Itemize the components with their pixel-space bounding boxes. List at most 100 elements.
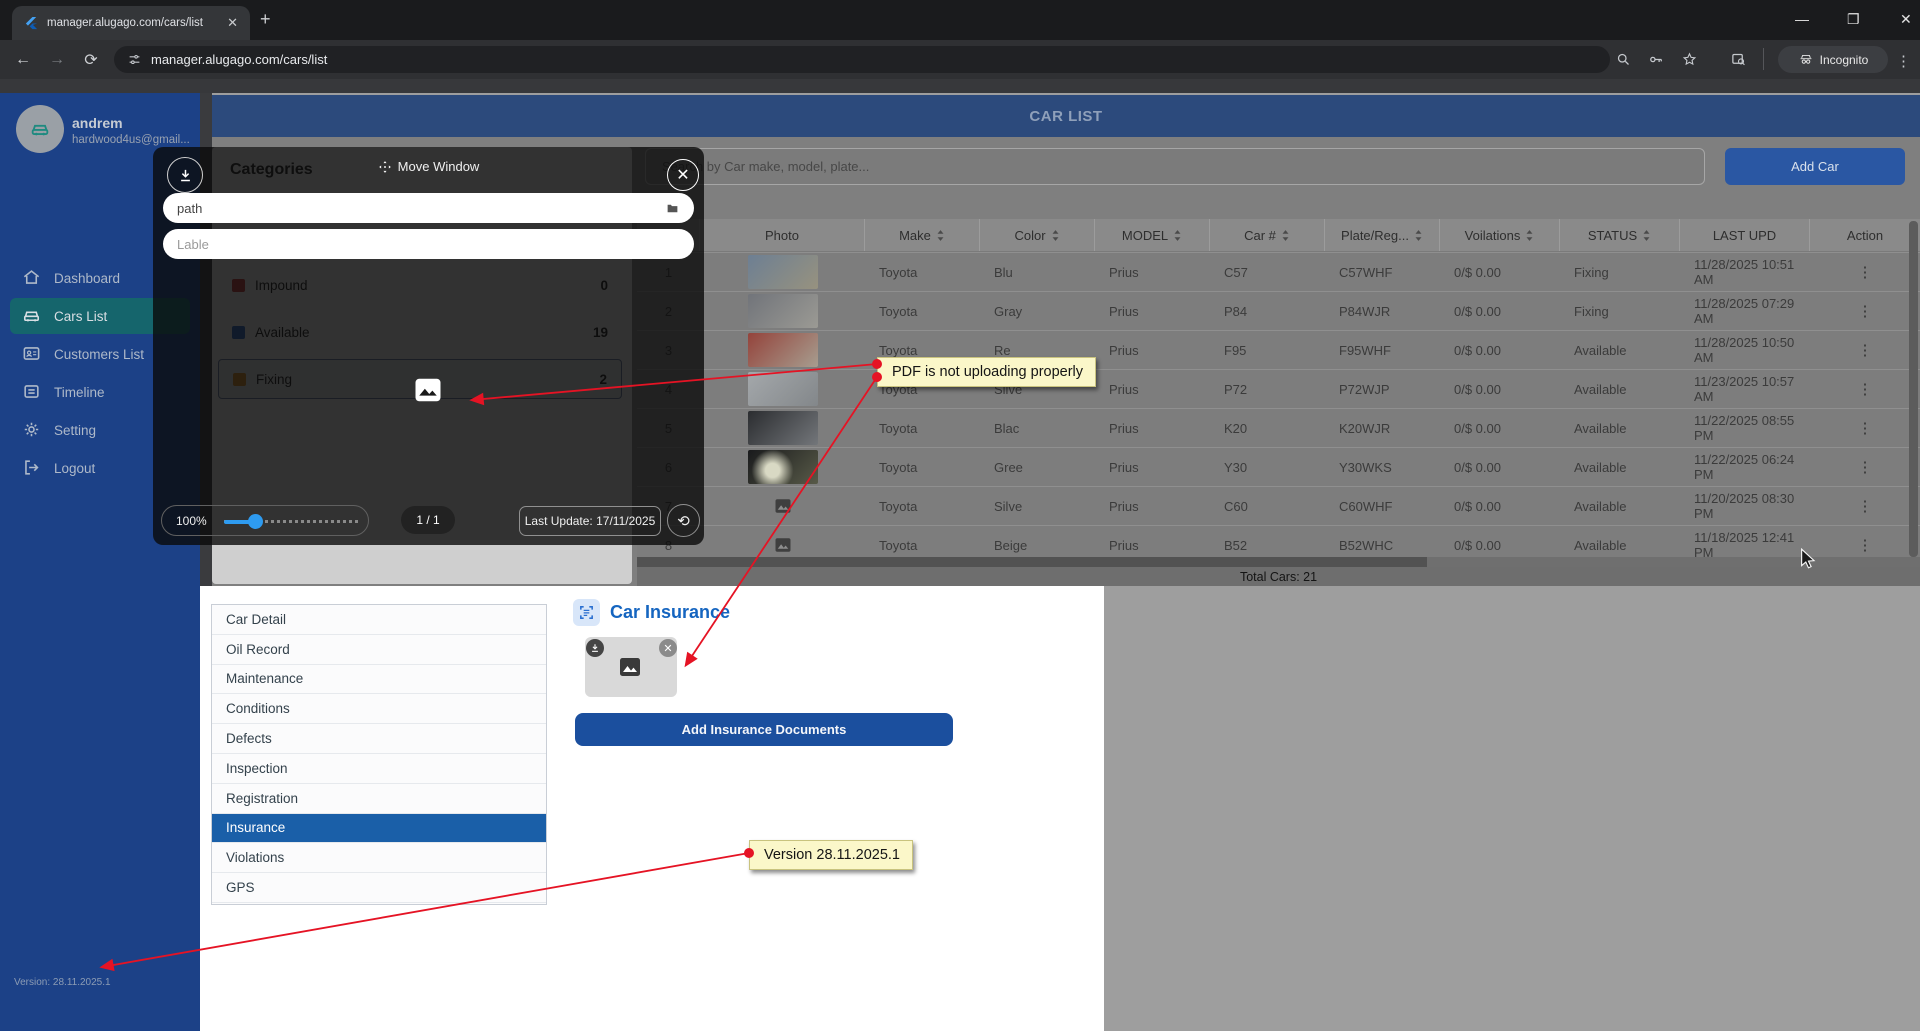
plate-cell: C57WHF: [1339, 264, 1393, 280]
car-photo: [700, 294, 865, 328]
path-input[interactable]: path: [163, 193, 694, 223]
row-menu-icon[interactable]: ⋮: [1857, 303, 1873, 320]
car-number-cell: K20: [1224, 420, 1248, 436]
sort-icon[interactable]: [1281, 229, 1290, 242]
path-value: path: [177, 200, 203, 216]
move-window-modal: Move Window ✕ path Lable 100% 1 / 1 Last…: [153, 147, 704, 545]
column-header-model[interactable]: MODEL: [1095, 219, 1210, 251]
sort-icon[interactable]: [1642, 229, 1651, 242]
label-input[interactable]: Lable: [163, 229, 694, 259]
row-menu-icon[interactable]: ⋮: [1857, 381, 1873, 398]
column-header-car-[interactable]: Car #: [1210, 219, 1325, 251]
sort-icon[interactable]: [1525, 229, 1534, 242]
table-row[interactable]: 6ToyotaGreePriusY30Y30WKS0/$ 0.00Availab…: [637, 447, 1920, 486]
modal-close-button[interactable]: ✕: [667, 159, 699, 191]
column-header-plate-reg-[interactable]: Plate/Reg...: [1325, 219, 1440, 251]
thumbnail-download-icon[interactable]: [586, 639, 604, 657]
detail-tab-violations[interactable]: Violations: [212, 843, 546, 874]
action-cell[interactable]: ⋮: [1810, 380, 1920, 398]
add-car-button[interactable]: Add Car: [1725, 148, 1905, 185]
no-photo-icon: [774, 536, 792, 554]
folder-icon[interactable]: [665, 202, 680, 215]
column-header-voilations[interactable]: Voilations: [1440, 219, 1560, 251]
plate-cell: P84WJR: [1339, 303, 1391, 319]
zoom-slider-thumb[interactable]: [248, 514, 263, 529]
sort-icon[interactable]: [936, 229, 945, 242]
sidebar-item-timeline[interactable]: Timeline: [10, 374, 190, 410]
window-minimize-button[interactable]: —: [1795, 11, 1809, 27]
action-cell[interactable]: ⋮: [1810, 302, 1920, 320]
sort-icon[interactable]: [1051, 229, 1060, 242]
action-cell[interactable]: ⋮: [1810, 263, 1920, 281]
last-update-button[interactable]: Last Update: 17/11/2025: [519, 506, 661, 536]
violations-cell: 0/$ 0.00: [1454, 303, 1501, 319]
sidebar-item-customers-list[interactable]: Customers List: [10, 336, 190, 372]
window-restore-button[interactable]: ❐: [1847, 11, 1860, 27]
sort-icon[interactable]: [1173, 229, 1182, 242]
action-cell[interactable]: ⋮: [1810, 419, 1920, 437]
detail-tab-car-detail[interactable]: Car Detail: [212, 605, 546, 635]
sidebar-item-dashboard[interactable]: Dashboard: [10, 260, 190, 296]
search-tabs-icon[interactable]: [1616, 52, 1631, 67]
row-menu-icon[interactable]: ⋮: [1857, 342, 1873, 359]
table-row[interactable]: 7ToyotaSilvePriusC60C60WHF0/$ 0.00Availa…: [637, 486, 1920, 525]
action-cell[interactable]: ⋮: [1810, 536, 1920, 554]
detail-tab-gps[interactable]: GPS: [212, 873, 546, 903]
site-settings-icon[interactable]: [128, 53, 141, 66]
table-row[interactable]: 4ToyotaSilvePriusP72P72WJP0/$ 0.00Availa…: [637, 369, 1920, 408]
car-number-cell: C57: [1224, 264, 1248, 280]
action-cell[interactable]: ⋮: [1810, 458, 1920, 476]
violations-cell: 0/$ 0.00: [1454, 459, 1501, 475]
thumbnail-remove-icon[interactable]: ✕: [659, 639, 677, 657]
detail-tab-insurance[interactable]: Insurance: [212, 813, 546, 844]
reload-icon[interactable]: ⟳: [84, 51, 98, 69]
url-bar[interactable]: manager.alugago.com/cars/list: [114, 46, 1610, 73]
make-cell: Toyota: [879, 537, 918, 553]
forward-icon[interactable]: →: [49, 50, 65, 68]
window-close-button[interactable]: ✕: [1900, 11, 1912, 27]
detail-tab-maintenance[interactable]: Maintenance: [212, 665, 546, 695]
detail-tab-defects[interactable]: Defects: [212, 724, 546, 754]
detail-tab-inspection[interactable]: Inspection: [212, 754, 546, 784]
zoom-slider-track[interactable]: [224, 520, 358, 523]
avatar[interactable]: [16, 105, 64, 153]
horizontal-scrollbar-thumb[interactable]: [637, 557, 1427, 567]
status-cell: Available: [1574, 498, 1627, 514]
browser-menu-icon[interactable]: ⋮: [1896, 53, 1911, 70]
table-row[interactable]: 5ToyotaBlacPriusK20K20WJR0/$ 0.00Availab…: [637, 408, 1920, 447]
model-cell: Prius: [1109, 537, 1139, 553]
row-menu-icon[interactable]: ⋮: [1857, 537, 1873, 554]
tab-close-icon[interactable]: ✕: [227, 15, 238, 30]
row-menu-icon[interactable]: ⋮: [1857, 264, 1873, 281]
detail-tab-registration[interactable]: Registration: [212, 784, 546, 814]
column-header-make[interactable]: Make: [865, 219, 980, 251]
table-row[interactable]: 1ToyotaBluPriusC57C57WHF0/$ 0.00Fixing11…: [637, 252, 1920, 291]
search-input[interactable]: Search by Car make, model, plate...: [645, 148, 1705, 185]
new-tab-button[interactable]: +: [260, 9, 271, 29]
action-cell[interactable]: ⋮: [1810, 341, 1920, 359]
download-button[interactable]: [167, 157, 203, 193]
password-key-icon[interactable]: [1648, 52, 1664, 67]
row-menu-icon[interactable]: ⋮: [1857, 459, 1873, 476]
sidebar-item-setting[interactable]: Setting: [10, 412, 190, 448]
detail-tab-oil-record[interactable]: Oil Record: [212, 635, 546, 665]
sidebar-item-logout[interactable]: Logout: [10, 450, 190, 486]
browser-tab[interactable]: manager.alugago.com/cars/list ✕: [12, 6, 250, 40]
column-header-color[interactable]: Color: [980, 219, 1095, 251]
column-header-status[interactable]: STATUS: [1560, 219, 1680, 251]
action-cell[interactable]: ⋮: [1810, 497, 1920, 515]
bookmark-star-icon[interactable]: [1682, 52, 1697, 67]
back-icon[interactable]: ←: [15, 50, 31, 68]
table-row[interactable]: 3ToyotaRePriusF95F95WHF0/$ 0.00Available…: [637, 330, 1920, 369]
vertical-scrollbar-thumb[interactable]: [1909, 221, 1918, 557]
sort-icon[interactable]: [1414, 229, 1423, 242]
refresh-button[interactable]: ⟲: [667, 504, 700, 537]
table-row[interactable]: 2ToyotaGrayPriusP84P84WJR0/$ 0.00Fixing1…: [637, 291, 1920, 330]
add-insurance-documents-button[interactable]: Add Insurance Documents: [575, 713, 953, 746]
detail-tab-conditions[interactable]: Conditions: [212, 694, 546, 725]
color-cell: Gray: [994, 303, 1023, 319]
row-menu-icon[interactable]: ⋮: [1857, 498, 1873, 515]
row-menu-icon[interactable]: ⋮: [1857, 420, 1873, 437]
tab-search-device-icon[interactable]: [1730, 52, 1747, 67]
